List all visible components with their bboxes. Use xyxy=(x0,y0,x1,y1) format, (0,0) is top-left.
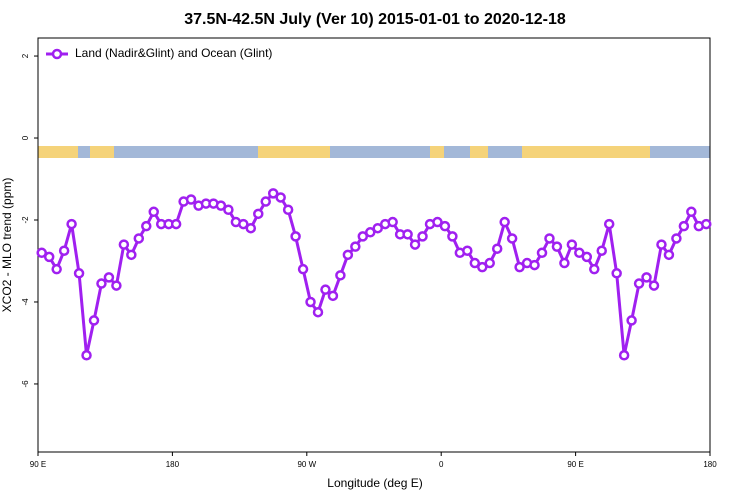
data-point xyxy=(648,280,660,291)
x-tick-label: 180 xyxy=(703,460,717,469)
y-tick-label: -4 xyxy=(21,298,30,306)
data-point xyxy=(342,249,354,261)
data-point xyxy=(260,196,271,207)
data-point xyxy=(529,259,540,271)
data-point xyxy=(686,206,697,218)
data-point xyxy=(447,231,458,242)
data-point xyxy=(626,315,637,326)
data-point xyxy=(320,284,331,295)
data-point xyxy=(267,188,279,199)
data-point xyxy=(641,272,652,283)
data-point xyxy=(663,249,675,261)
data-point xyxy=(81,350,92,361)
data-point xyxy=(469,257,481,269)
data-point xyxy=(462,245,473,256)
data-point xyxy=(185,194,197,205)
data-point xyxy=(275,192,286,203)
data-point xyxy=(559,257,570,269)
data-point xyxy=(589,263,600,275)
data-point xyxy=(671,233,682,244)
data-point xyxy=(387,216,398,228)
data-point xyxy=(327,290,339,302)
data-point xyxy=(566,239,578,250)
map-strip xyxy=(38,146,710,158)
data-point xyxy=(58,245,70,256)
x-axis-label: Longitude (deg E) xyxy=(327,476,422,490)
data-point xyxy=(253,208,264,220)
y-tick-label: -2 xyxy=(21,216,30,224)
data-point xyxy=(297,263,309,275)
data-point xyxy=(499,216,510,228)
data-point xyxy=(611,268,622,279)
plot-frame xyxy=(37,37,711,453)
data-point xyxy=(223,204,234,215)
data-point xyxy=(215,200,227,211)
data-point xyxy=(170,218,182,230)
data-point xyxy=(596,245,607,256)
data-point xyxy=(618,350,630,361)
x-tick-label: 90 W xyxy=(297,460,316,469)
data-point xyxy=(96,278,107,289)
data-point xyxy=(133,233,145,244)
data-point xyxy=(656,239,667,250)
data-point xyxy=(126,249,137,261)
data-point xyxy=(238,218,249,230)
x-tick-label: 90 E xyxy=(567,460,583,469)
data-point xyxy=(506,233,518,244)
data-point xyxy=(491,243,503,254)
data-point xyxy=(603,218,615,230)
chart-title: 37.5N-42.5N July (Ver 10) 2015-01-01 to … xyxy=(184,11,566,28)
legend-marker xyxy=(51,48,63,60)
data-point xyxy=(581,251,593,263)
data-point xyxy=(103,272,115,283)
data-point xyxy=(402,229,413,240)
series-line xyxy=(41,191,707,356)
data-point xyxy=(536,247,548,259)
data-point xyxy=(678,220,690,232)
y-tick-label: -6 xyxy=(21,380,30,388)
x-tick-label: 180 xyxy=(166,460,180,469)
data-point xyxy=(409,239,421,250)
data-point xyxy=(335,270,346,281)
data-point xyxy=(312,306,324,318)
data-point xyxy=(148,206,159,218)
y-tick-label: 2 xyxy=(21,53,30,58)
data-point xyxy=(701,218,712,230)
data-point xyxy=(66,218,77,230)
data-point xyxy=(633,278,645,289)
data-point xyxy=(305,296,316,308)
data-point xyxy=(432,216,443,228)
data-point xyxy=(88,315,100,326)
data-point xyxy=(372,222,383,234)
data-point xyxy=(282,204,294,215)
data-point xyxy=(365,227,376,238)
data-point xyxy=(544,233,555,244)
data-point xyxy=(118,239,130,250)
data-point xyxy=(36,247,47,259)
data-point xyxy=(141,220,152,232)
data-point xyxy=(357,231,369,242)
legend-label: Land (Nadir&Glint) and Ocean (Glint) xyxy=(75,46,272,60)
data-point xyxy=(439,220,451,232)
y-axis-label: XCO2 - MLO trend (ppm) xyxy=(0,178,14,313)
data-point xyxy=(51,263,62,275)
data-point xyxy=(574,247,585,259)
data-point xyxy=(514,261,525,273)
data-point xyxy=(417,231,428,242)
data-point xyxy=(73,268,85,279)
x-tick-label: 0 xyxy=(439,460,444,469)
data-point xyxy=(245,222,257,234)
data-point xyxy=(43,251,55,263)
data-point xyxy=(551,241,563,252)
data-point xyxy=(111,280,122,291)
data-point xyxy=(477,261,488,273)
x-tick-label: 90 E xyxy=(30,460,46,469)
y-tick-label: 0 xyxy=(21,135,30,140)
data-point xyxy=(484,257,495,269)
data-point xyxy=(290,231,301,242)
data-point xyxy=(350,241,361,252)
